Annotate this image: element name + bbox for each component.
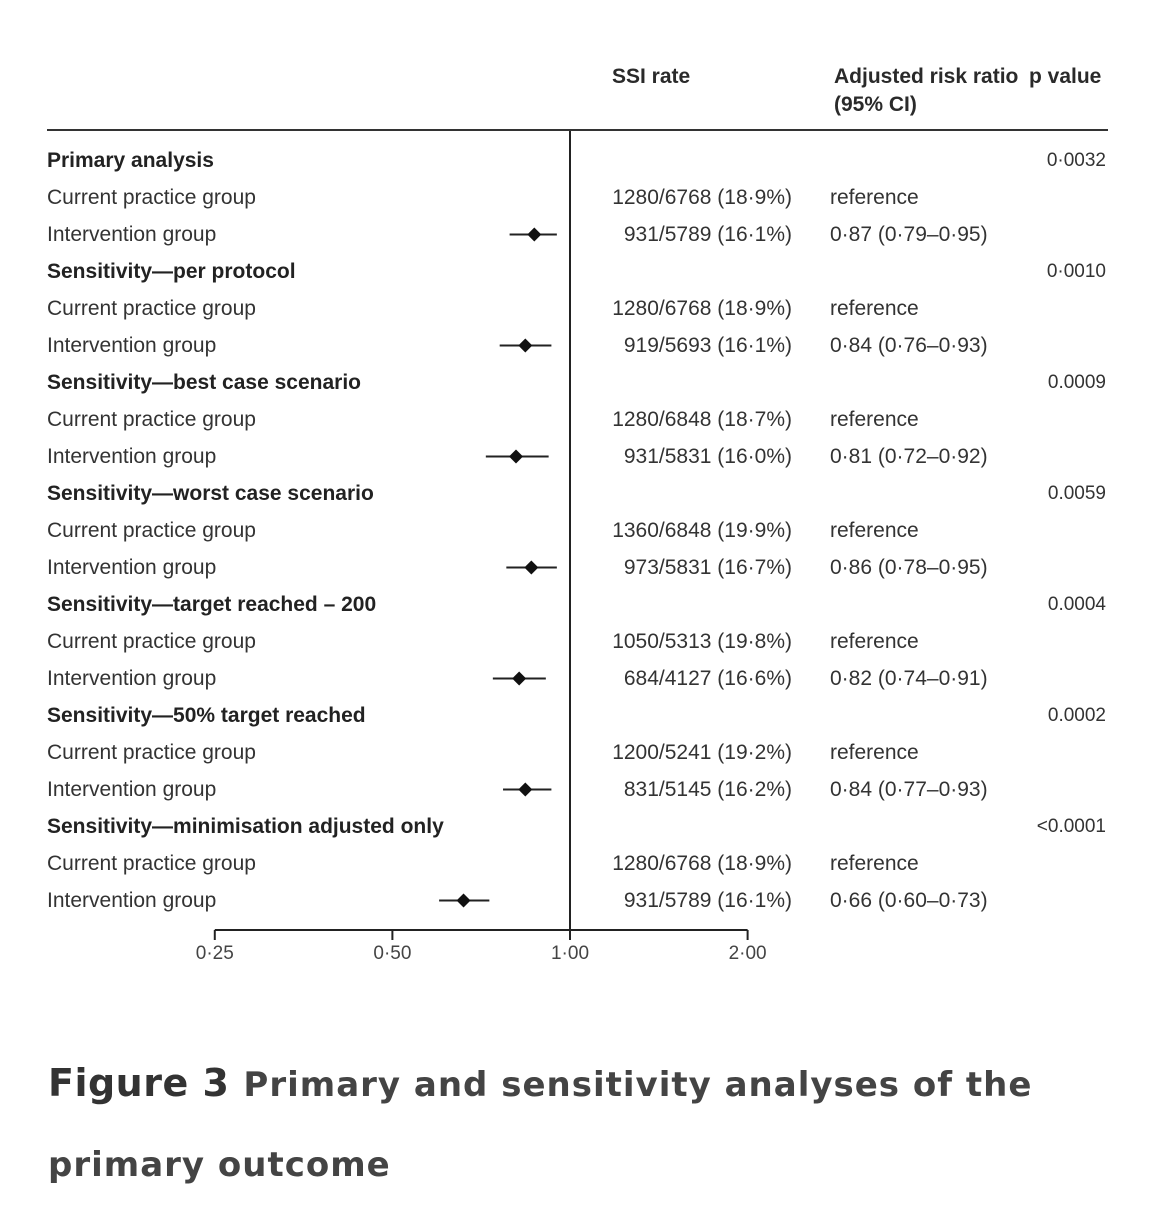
risk-ratio: 0·66 (0·60–0·73) <box>830 889 988 912</box>
current-practice-row: Current practice group 1280/6768 (18·9%) r… <box>0 179 1156 216</box>
risk-ratio: 0·87 (0·79–0·95) <box>830 223 988 246</box>
intervention-row: Intervention group 973/5831 (16·7%) 0·86 (… <box>0 549 1156 586</box>
ssi-rate: 931/5831 (16·0%) <box>623 445 792 468</box>
analysis-name: Sensitivity—50% target reached <box>47 704 366 727</box>
analysis-group-row: Sensitivity—best case scenario 0.0009 <box>0 364 1156 401</box>
risk-ratio: 0·84 (0·77–0·93) <box>830 778 988 801</box>
header-rule <box>47 129 1108 131</box>
ssi-rate: 1280/6848 (18·7%) <box>612 408 792 431</box>
header-risk-ratio: Adjusted risk ratio <box>834 65 1019 88</box>
current-practice-row: Current practice group 1050/5313 (19·8%) r… <box>0 623 1156 660</box>
analysis-name: Sensitivity—target reached – 200 <box>47 593 377 616</box>
intervention-row: Intervention group 684/4127 (16·6%) 0·82 (… <box>0 660 1156 697</box>
analysis-name: Sensitivity—minimisation adjusted only <box>47 815 444 838</box>
risk-ratio: 0·86 (0·78–0·95) <box>830 556 988 579</box>
intervention-row: Intervention group 931/5831 (16·0%) 0·81 (… <box>0 438 1156 475</box>
risk-ratio: 0·81 (0·72–0·92) <box>830 445 988 468</box>
group-label: Current practice group <box>47 741 256 764</box>
current-practice-row: Current practice group 1280/6768 (18·9%) r… <box>0 845 1156 882</box>
risk-ratio: reference <box>830 186 919 209</box>
risk-ratio: 0·82 (0·74–0·91) <box>830 667 988 690</box>
caption-text: Primary and sensitivity analyses of the … <box>48 1065 1033 1185</box>
p-value: 0·0032 <box>1046 150 1106 171</box>
group-label: Intervention group <box>47 223 217 246</box>
p-value: 0.0004 <box>1047 594 1106 615</box>
analysis-group-row: Sensitivity—per protocol 0·0010 <box>0 253 1156 290</box>
risk-ratio: reference <box>830 852 919 875</box>
x-axis-tick-label: 2·00 <box>728 943 767 964</box>
group-label: Intervention group <box>47 889 217 912</box>
forest-plot-svg <box>213 131 749 940</box>
analysis-group-row: Sensitivity—worst case scenario 0.0059 <box>0 475 1156 512</box>
p-value: 0.0002 <box>1047 705 1106 726</box>
ssi-rate: 919/5693 (16·1%) <box>623 334 792 357</box>
ssi-rate: 931/5789 (16·1%) <box>623 889 792 912</box>
current-practice-row: Current practice group 1280/6848 (18·7%) r… <box>0 401 1156 438</box>
point-estimate-marker <box>527 227 542 242</box>
analysis-name: Sensitivity—worst case scenario <box>47 482 374 505</box>
analysis-name: Sensitivity—best case scenario <box>47 371 361 394</box>
header-ssi-rate: SSI rate <box>612 65 691 88</box>
point-estimate-marker <box>524 560 539 575</box>
current-practice-row: Current practice group 1360/6848 (19·9%) r… <box>0 512 1156 549</box>
ssi-rate: 831/5145 (16·2%) <box>623 778 792 801</box>
group-label: Current practice group <box>47 408 256 431</box>
risk-ratio: reference <box>830 630 919 653</box>
risk-ratio: reference <box>830 408 919 431</box>
risk-ratio: reference <box>830 297 919 320</box>
caption-figure-label: Figure 3 <box>48 1061 230 1105</box>
intervention-row: Intervention group 931/5789 (16·1%) 0·66 (… <box>0 882 1156 919</box>
figure-caption: Figure 3 Primary and sensitivity analyses… <box>48 1043 1108 1205</box>
point-estimate-marker <box>518 782 533 797</box>
ssi-rate: 1200/5241 (19·2%) <box>612 741 792 764</box>
forest-plot-figure: SSI rate Adjusted risk ratio (95% CI) p … <box>0 65 1156 964</box>
analysis-group-row: Primary analysis 0·0032 <box>0 142 1156 179</box>
risk-ratio: reference <box>830 519 919 542</box>
point-estimate-marker <box>456 893 471 908</box>
header-risk-ratio-ci: (95% CI) <box>834 93 917 116</box>
analysis-group-row: Sensitivity—target reached – 200 0.0004 <box>0 586 1156 623</box>
ssi-rate: 931/5789 (16·1%) <box>623 223 792 246</box>
ssi-rate: 973/5831 (16·7%) <box>623 556 792 579</box>
analysis-name: Primary analysis <box>47 149 214 172</box>
ssi-rate: 684/4127 (16·6%) <box>623 667 792 690</box>
group-label: Current practice group <box>47 630 256 653</box>
intervention-row: Intervention group 831/5145 (16·2%) 0·84 (… <box>0 771 1156 808</box>
group-label: Current practice group <box>47 519 256 542</box>
group-label: Current practice group <box>47 852 256 875</box>
ssi-rate: 1280/6768 (18·9%) <box>612 852 792 875</box>
ssi-rate: 1280/6768 (18·9%) <box>612 186 792 209</box>
point-estimate-marker <box>509 449 524 464</box>
point-estimate-marker <box>512 671 527 686</box>
point-estimate-marker <box>518 338 533 353</box>
x-axis-tick-label: 0·50 <box>373 943 412 964</box>
p-value: 0·0010 <box>1046 261 1106 282</box>
group-label: Intervention group <box>47 445 217 468</box>
group-label: Intervention group <box>47 667 217 690</box>
header-p-value: p value <box>1029 65 1102 88</box>
group-label: Current practice group <box>47 297 256 320</box>
analysis-name: Sensitivity—per protocol <box>47 260 296 283</box>
ssi-rate: 1280/6768 (18·9%) <box>612 297 792 320</box>
current-practice-row: Current practice group 1200/5241 (19·2%) r… <box>0 734 1156 771</box>
risk-ratio: 0·84 (0·76–0·93) <box>830 334 988 357</box>
analysis-group-row: Sensitivity—50% target reached 0.0002 <box>0 697 1156 734</box>
p-value: 0.0059 <box>1047 483 1106 504</box>
current-practice-row: Current practice group 1280/6768 (18·9%) r… <box>0 290 1156 327</box>
ssi-rate: 1050/5313 (19·8%) <box>612 630 792 653</box>
x-axis-tick-label: 0·25 <box>195 943 234 964</box>
group-label: Intervention group <box>47 556 217 579</box>
analysis-group-row: Sensitivity—minimisation adjusted only <0… <box>0 808 1156 845</box>
p-value: 0.0009 <box>1047 372 1106 393</box>
intervention-row: Intervention group 919/5693 (16·1%) 0·84 (… <box>0 327 1156 364</box>
p-value: <0.0001 <box>1036 816 1106 837</box>
ssi-rate: 1360/6848 (19·9%) <box>612 519 792 542</box>
group-label: Current practice group <box>47 186 256 209</box>
group-label: Intervention group <box>47 334 217 357</box>
group-label: Intervention group <box>47 778 217 801</box>
risk-ratio: reference <box>830 741 919 764</box>
x-axis-tick-label: 1·00 <box>550 943 590 964</box>
intervention-row: Intervention group 931/5789 (16·1%) 0·87 (… <box>0 216 1156 253</box>
